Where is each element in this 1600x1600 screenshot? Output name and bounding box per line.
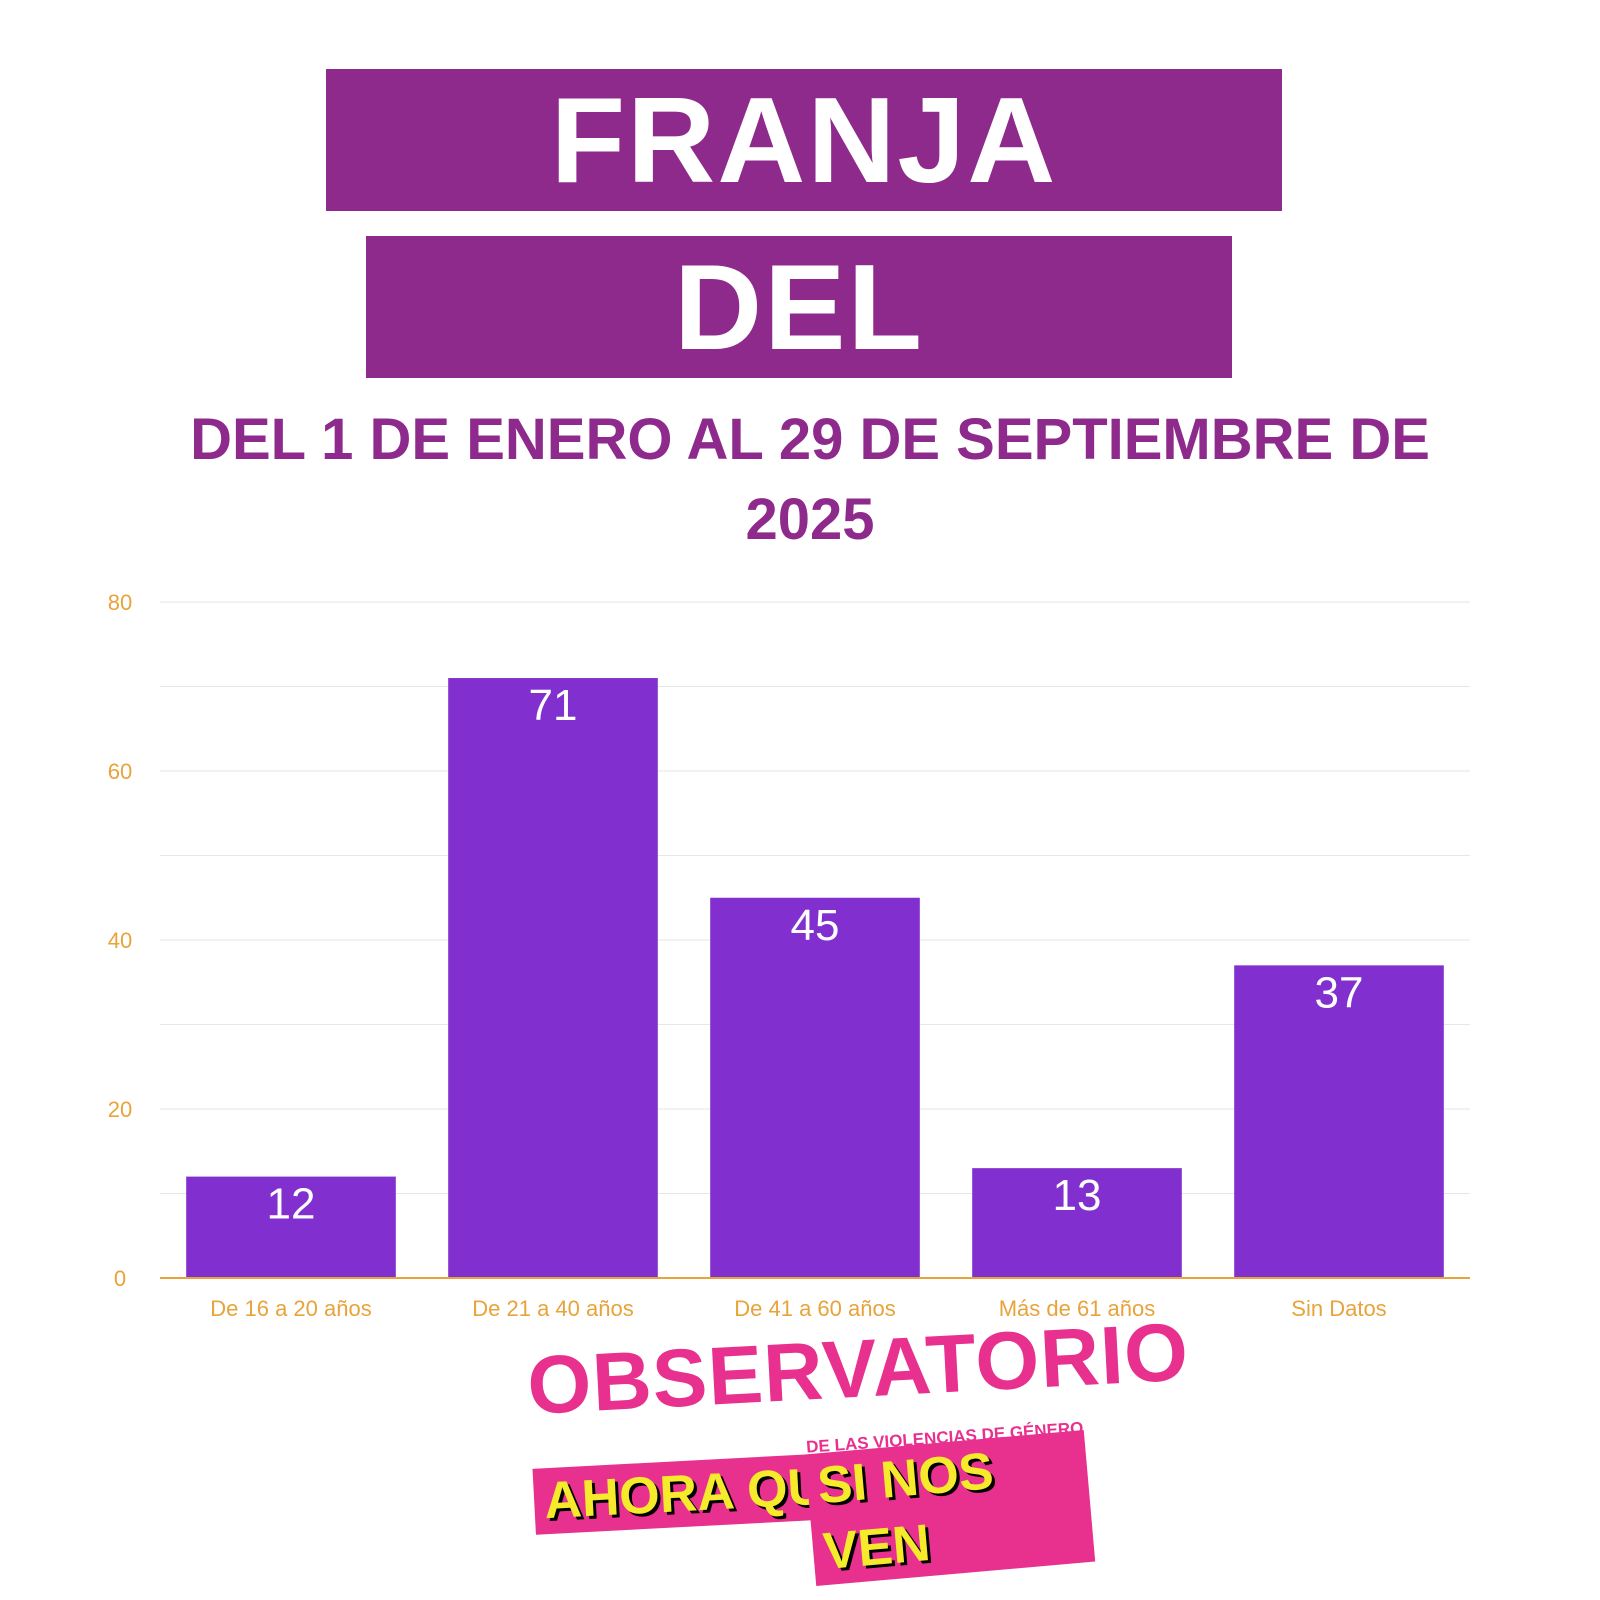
bar — [186, 1176, 396, 1278]
y-tick-label: 0 — [114, 1266, 126, 1291]
title-line-1: FRANJA ETARIA — [326, 69, 1282, 350]
logo-band-si-nos-ven: SI NOS VEN — [804, 1430, 1096, 1586]
y-tick-label: 80 — [108, 590, 132, 615]
bar-value-labels: 12 71 45 13 37 — [267, 681, 1364, 1229]
y-tick-label: 20 — [108, 1097, 132, 1122]
x-category-label: Sin Datos — [1291, 1296, 1386, 1321]
x-axis-labels: De 16 a 20 años De 21 a 40 años De 41 a 60… — [210, 1296, 1386, 1321]
observatorio-logo: OBSERVATORIO DE LAS VIOLENCIAS DE GÉNERO… — [525, 1306, 1191, 1586]
subtitle: DEL 1 DE ENERO AL 29 DE SEPTIEMBRE DE 20… — [190, 407, 1430, 552]
y-tick-label: 60 — [108, 759, 132, 784]
bar — [1234, 965, 1444, 1278]
x-category-label: De 16 a 20 años — [210, 1296, 371, 1321]
bar — [448, 678, 658, 1278]
y-tick-label: 40 — [108, 928, 132, 953]
x-category-label: De 21 a 40 años — [472, 1296, 633, 1321]
x-category-label: Más de 61 años — [999, 1296, 1156, 1321]
bar — [972, 1168, 1182, 1278]
x-category-label: De 41 a 60 años — [734, 1296, 895, 1321]
bar-value-label: 37 — [1315, 968, 1364, 1017]
bar-value-label: 45 — [791, 901, 840, 950]
bar — [710, 897, 920, 1278]
bars — [186, 678, 1444, 1278]
title-line-2: DEL AGRESOR — [366, 236, 1232, 517]
bar-value-label: 71 — [529, 681, 578, 730]
bar-value-label: 13 — [1053, 1171, 1102, 1220]
y-axis-ticks: 0 20 40 60 80 — [108, 590, 132, 1291]
bar-chart: 0 20 40 60 80 12 71 45 13 37 De 16 a 20 años De 2… — [108, 590, 1470, 1321]
bar-value-label: 12 — [267, 1180, 316, 1229]
